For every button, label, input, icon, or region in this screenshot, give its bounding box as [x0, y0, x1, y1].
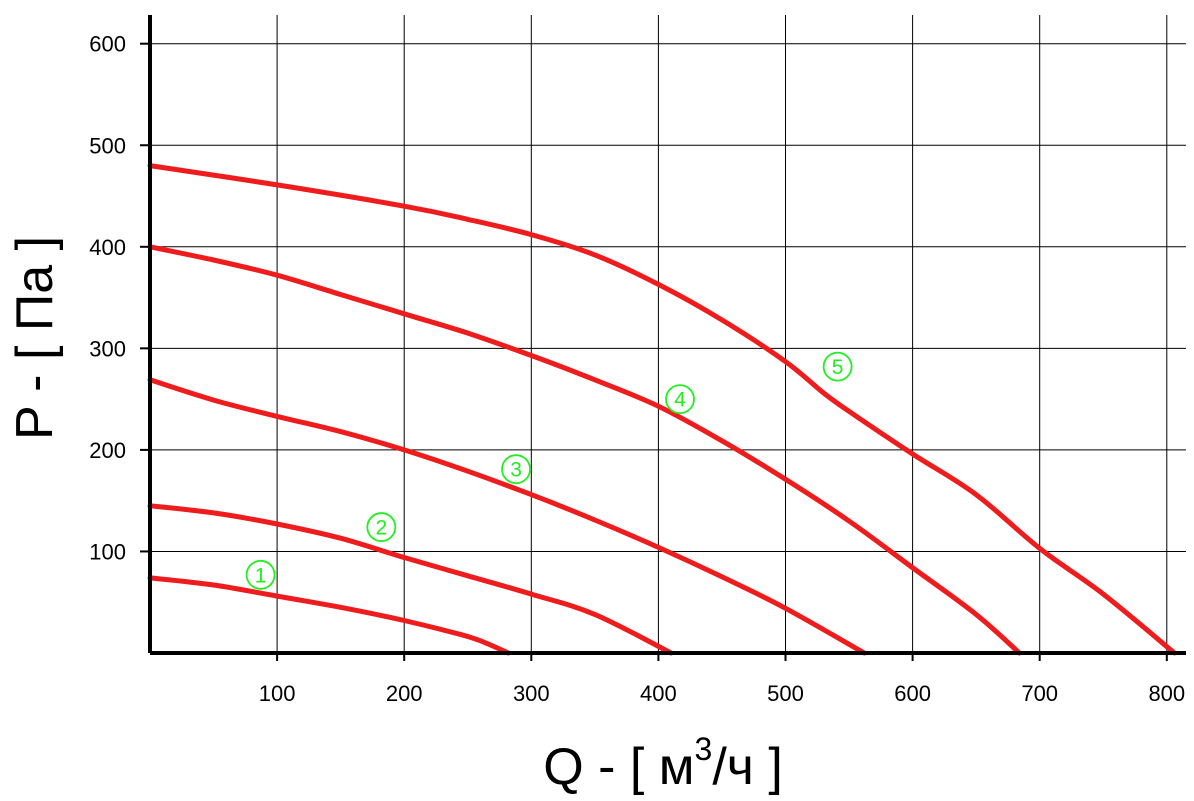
x-tick-label-400: 400 — [640, 681, 677, 706]
curve-3 — [147, 377, 867, 656]
curve-4 — [147, 244, 1022, 656]
tick-labels: 100 200 300 400 500 600 700 800 100 200 300 400 500 6… — [89, 32, 1185, 706]
curve-marker-label-4: 4 — [674, 389, 686, 412]
curve-marker-circle-2 — [366, 512, 397, 542]
y-tick-label-500: 500 — [89, 133, 126, 158]
x-tick-label-500: 500 — [767, 681, 804, 706]
x-tick-label-300: 300 — [513, 681, 550, 706]
y-tick-label-600: 600 — [89, 32, 126, 57]
x-tick-label-700: 700 — [1021, 681, 1058, 706]
y-tick-label-100: 100 — [89, 539, 126, 564]
y-tick-label-200: 200 — [89, 438, 126, 463]
curve-marker-label-5: 5 — [832, 356, 844, 379]
curves — [147, 163, 1177, 656]
curve-5 — [147, 163, 1177, 656]
grid — [150, 15, 1186, 653]
y-tick-label-300: 300 — [89, 336, 126, 361]
curve-marker-circle-5 — [822, 351, 853, 382]
curve-marker-circle-4 — [665, 384, 695, 415]
axes — [140, 15, 1186, 661]
curve-marker-label-2: 2 — [375, 517, 387, 540]
curve-1 — [147, 575, 511, 656]
x-axis-title: Q - [ м3/ч ] — [543, 731, 783, 796]
curve-marker-label-3: 3 — [510, 459, 522, 482]
curve-2 — [147, 503, 674, 656]
x-axis-title-main: Q - [ м — [543, 738, 694, 796]
y-axis-title: P - [ Па ] — [6, 236, 64, 440]
x-axis-title-tail: /ч ] — [712, 738, 782, 796]
x-axis-title-sup: 3 — [695, 731, 713, 767]
y-tick-label-400: 400 — [89, 235, 126, 260]
x-tick-label-100: 100 — [259, 681, 296, 706]
x-tick-label-800: 800 — [1148, 681, 1185, 706]
curve-marker-circle-3 — [501, 454, 531, 485]
curve-markers: 1 2 3 4 5 — [245, 351, 853, 590]
curve-marker-label-1: 1 — [255, 564, 267, 587]
x-tick-label-600: 600 — [894, 681, 931, 706]
curve-marker-circle-1 — [245, 559, 276, 590]
x-tick-label-200: 200 — [386, 681, 423, 706]
